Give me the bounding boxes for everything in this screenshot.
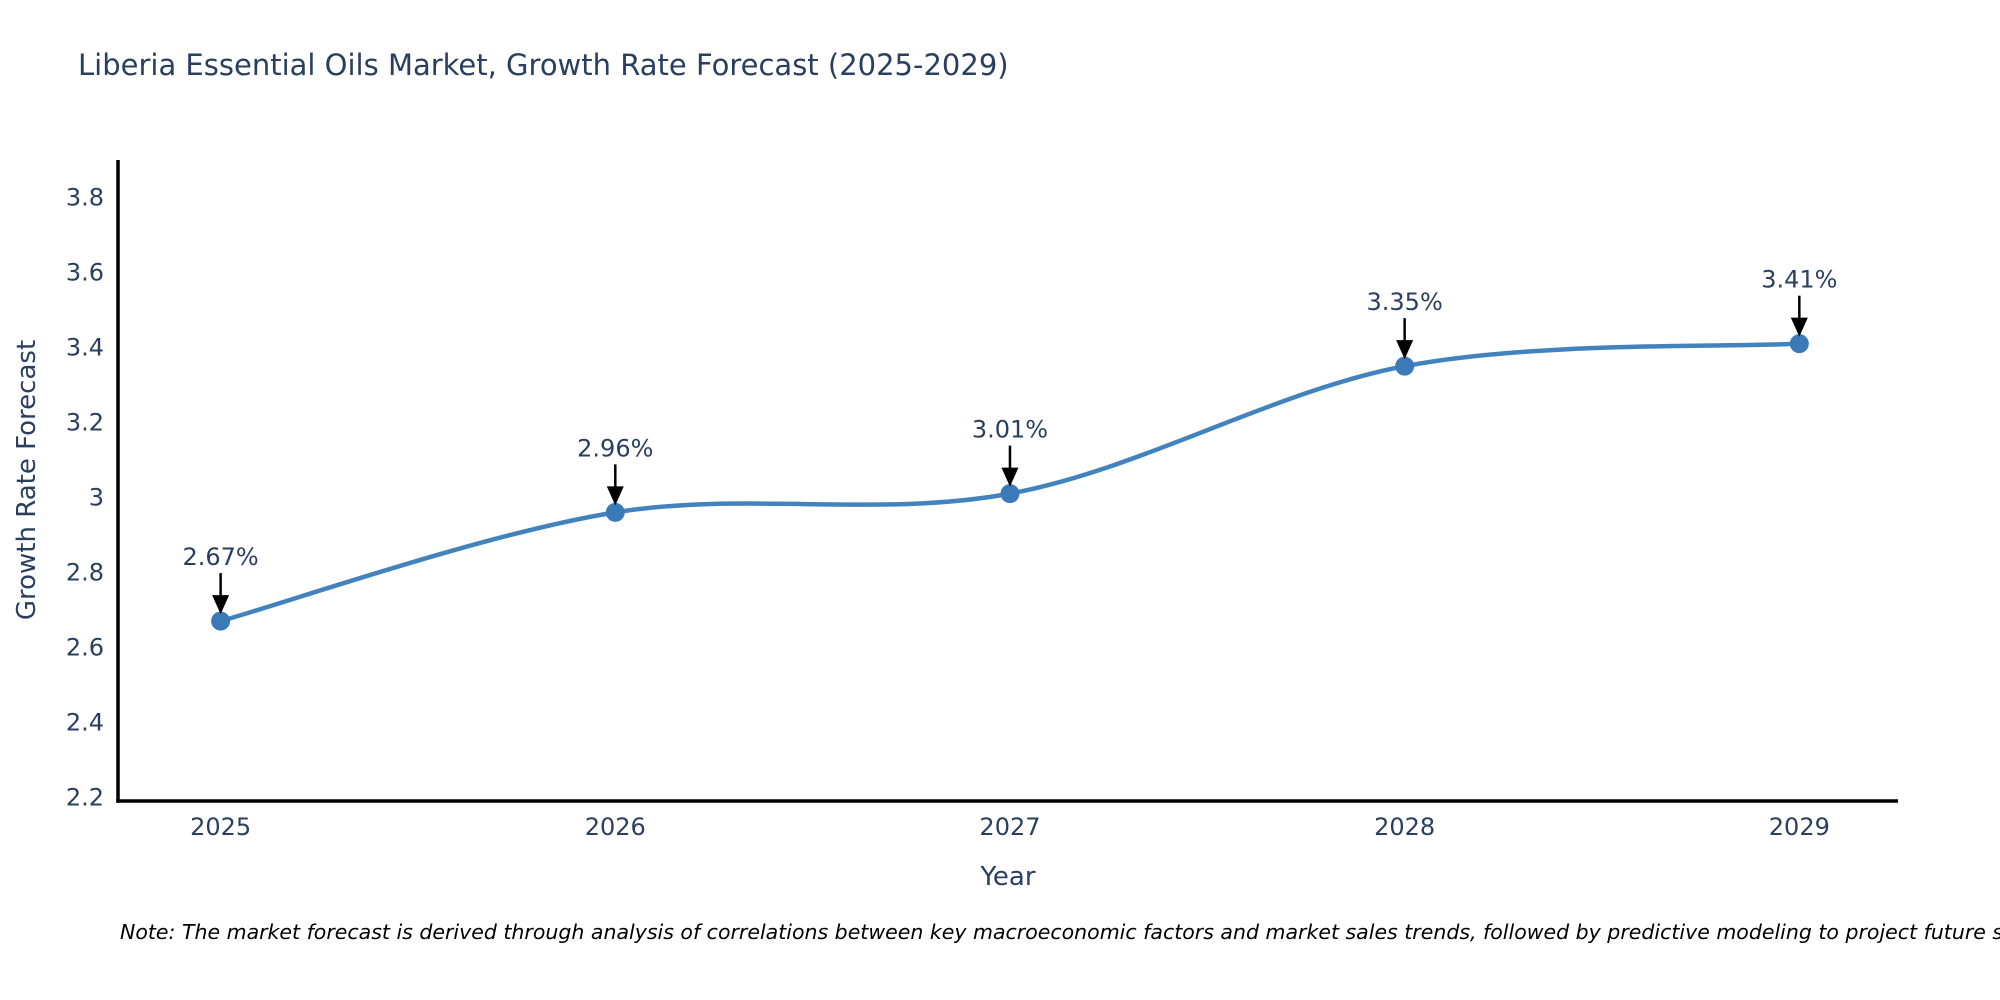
chart-title: Liberia Essential Oils Market, Growth Ra… [78, 48, 1009, 82]
annotation-arrowhead [606, 486, 624, 506]
y-tick-label: 2.2 [66, 783, 104, 811]
data-point-marker[interactable] [211, 611, 231, 631]
y-tick-label: 3.8 [66, 183, 104, 211]
y-tick-label: 3.4 [66, 333, 104, 361]
annotation-arrowhead [1396, 340, 1414, 360]
y-tick-label: 2.8 [66, 558, 104, 586]
data-point-marker[interactable] [1395, 356, 1415, 376]
y-tick-label: 2.6 [66, 633, 104, 661]
y-tick-label: 3 [89, 483, 104, 511]
annotation-label: 3.01% [972, 416, 1048, 444]
annotation-arrowhead [212, 595, 230, 615]
annotation-label: 3.35% [1367, 288, 1443, 316]
footnote: Note: The market forecast is derived thr… [120, 920, 2000, 944]
x-tick-label: 2029 [1769, 813, 1830, 841]
data-point-marker[interactable] [1000, 484, 1020, 504]
x-tick-label: 2027 [979, 813, 1040, 841]
data-point-marker[interactable] [605, 502, 625, 522]
data-point-marker[interactable] [1789, 334, 1809, 354]
y-tick-label: 3.6 [66, 258, 104, 286]
x-axis-title: Year [980, 862, 1036, 892]
x-tick-label: 2025 [190, 813, 251, 841]
annotation-arrowhead [1001, 467, 1019, 487]
x-tick-label: 2026 [585, 813, 646, 841]
x-tick-label: 2028 [1374, 813, 1435, 841]
y-tick-label: 2.4 [66, 708, 104, 736]
annotation-label: 3.41% [1761, 266, 1837, 294]
annotation-label: 2.67% [182, 543, 258, 571]
y-tick-label: 3.2 [66, 408, 104, 436]
annotation-arrowhead [1790, 317, 1808, 337]
annotation-label: 2.96% [577, 434, 653, 462]
